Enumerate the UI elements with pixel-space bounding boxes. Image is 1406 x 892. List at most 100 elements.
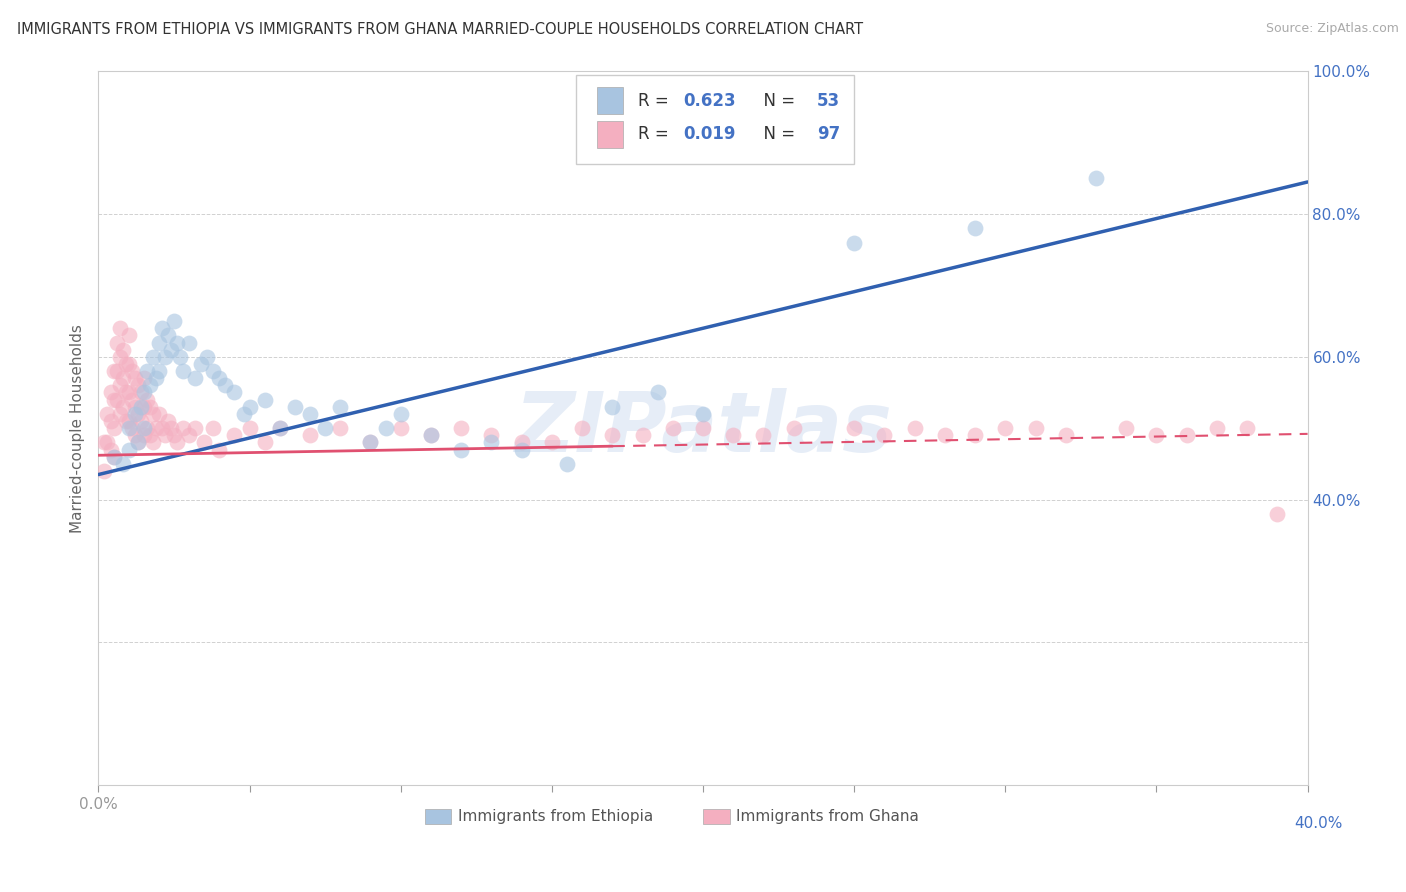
Point <box>360 435 382 450</box>
Point <box>555 457 578 471</box>
Point <box>253 392 276 407</box>
Point <box>153 428 176 442</box>
Text: R =: R = <box>638 125 673 143</box>
Point <box>1024 421 1046 435</box>
Point <box>124 371 146 385</box>
Point <box>481 428 503 442</box>
Point <box>647 385 669 400</box>
Point <box>692 407 714 421</box>
Point <box>118 421 141 435</box>
Point <box>118 414 141 428</box>
Point <box>124 428 146 442</box>
Point <box>269 421 291 435</box>
Point <box>118 385 141 400</box>
FancyBboxPatch shape <box>576 75 855 164</box>
Point <box>156 328 179 343</box>
Point <box>93 435 115 450</box>
Point <box>139 400 162 414</box>
Point <box>450 442 472 457</box>
Point <box>389 407 412 421</box>
Point <box>965 221 987 235</box>
Point <box>96 407 118 421</box>
Point <box>139 428 162 442</box>
Point <box>510 442 533 457</box>
Point <box>224 385 246 400</box>
Point <box>127 407 149 421</box>
Point <box>873 428 896 442</box>
Point <box>108 321 131 335</box>
Point <box>481 435 503 450</box>
Point <box>127 435 149 450</box>
Point <box>135 392 157 407</box>
Point <box>114 357 136 371</box>
Point <box>105 364 128 378</box>
Point <box>904 421 927 435</box>
Point <box>172 364 194 378</box>
Point <box>299 428 322 442</box>
Point <box>166 335 188 350</box>
Point <box>374 421 396 435</box>
Point <box>239 421 262 435</box>
Point <box>150 321 173 335</box>
Text: Immigrants from Ghana: Immigrants from Ghana <box>735 809 918 824</box>
Y-axis label: Married-couple Households: Married-couple Households <box>69 324 84 533</box>
Point <box>1054 428 1077 442</box>
Point <box>127 435 149 450</box>
Point <box>269 421 291 435</box>
Point <box>994 421 1017 435</box>
Text: N =: N = <box>752 92 800 110</box>
Point <box>108 350 131 364</box>
Point <box>127 378 149 392</box>
Point <box>111 371 134 385</box>
Point <box>93 464 115 478</box>
Point <box>602 428 624 442</box>
Point <box>108 378 131 392</box>
Point <box>111 400 134 414</box>
FancyBboxPatch shape <box>703 808 730 824</box>
Point <box>184 421 207 435</box>
Point <box>121 392 143 407</box>
Text: 0.019: 0.019 <box>683 125 737 143</box>
Point <box>100 414 122 428</box>
Point <box>299 407 322 421</box>
Text: R =: R = <box>638 92 673 110</box>
Point <box>602 400 624 414</box>
Point <box>450 421 472 435</box>
Point <box>239 400 262 414</box>
Point <box>142 435 165 450</box>
Point <box>132 371 155 385</box>
Point <box>132 385 155 400</box>
FancyBboxPatch shape <box>425 808 451 824</box>
Point <box>148 364 170 378</box>
Point <box>169 350 191 364</box>
Point <box>142 407 165 421</box>
Point <box>184 371 207 385</box>
Point <box>150 421 173 435</box>
Point <box>179 335 201 350</box>
Point <box>208 442 231 457</box>
Point <box>224 428 246 442</box>
Point <box>284 400 307 414</box>
Point <box>124 400 146 414</box>
Point <box>100 442 122 457</box>
Point <box>389 421 412 435</box>
Point <box>132 428 155 442</box>
Point <box>132 400 155 414</box>
Point <box>844 421 866 435</box>
Point <box>145 421 167 435</box>
Point <box>111 343 134 357</box>
Text: Immigrants from Ethiopia: Immigrants from Ethiopia <box>457 809 652 824</box>
Point <box>142 350 165 364</box>
Text: IMMIGRANTS FROM ETHIOPIA VS IMMIGRANTS FROM GHANA MARRIED-COUPLE HOUSEHOLDS CORR: IMMIGRANTS FROM ETHIOPIA VS IMMIGRANTS F… <box>17 22 863 37</box>
Point <box>163 428 186 442</box>
Point <box>752 428 775 442</box>
Point <box>96 435 118 450</box>
Point <box>114 385 136 400</box>
Point <box>118 328 141 343</box>
Point <box>208 371 231 385</box>
Point <box>1115 421 1137 435</box>
Point <box>111 457 134 471</box>
Point <box>195 350 218 364</box>
Point <box>1085 171 1108 186</box>
Point <box>118 442 141 457</box>
